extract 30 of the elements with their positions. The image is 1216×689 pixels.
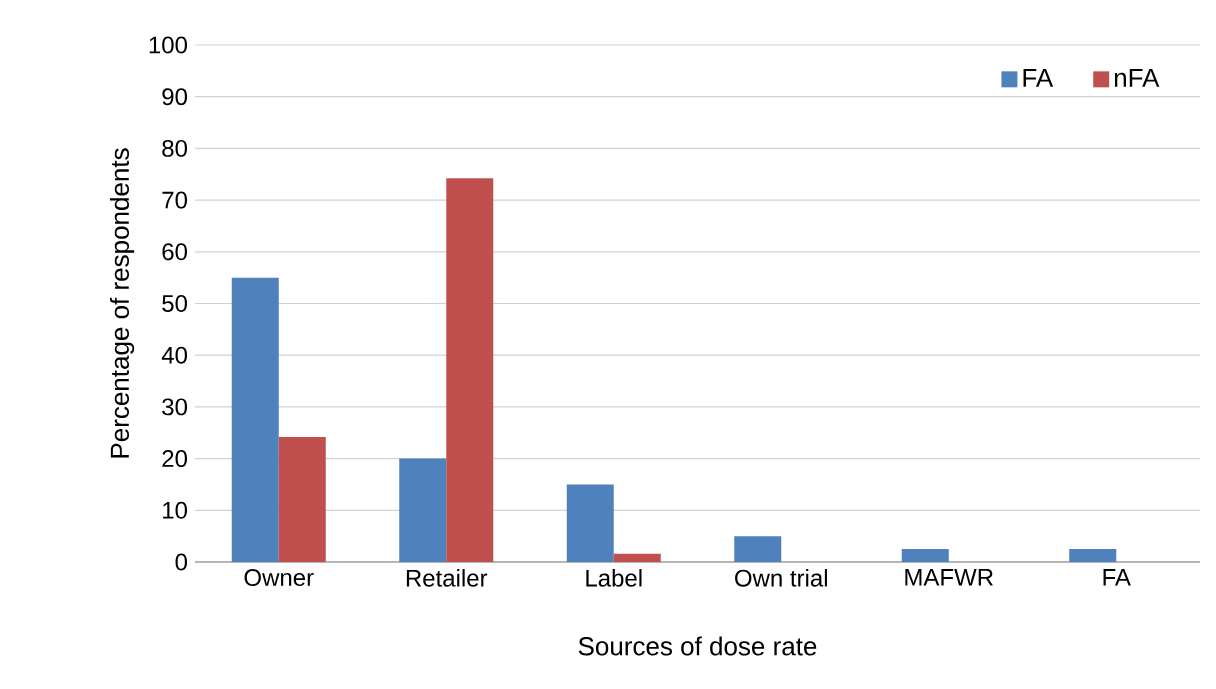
y-tick-label: 20: [162, 450, 188, 468]
bar: [278, 436, 326, 562]
y-axis-title: Percentage of respondents: [109, 148, 135, 458]
bar: [566, 484, 614, 562]
y-tick-label: 90: [162, 88, 188, 106]
bar: [231, 277, 279, 562]
y-tick-label: 30: [162, 398, 188, 416]
legend-label: FA: [1023, 68, 1054, 87]
y-tick-label: 70: [162, 191, 188, 209]
bar: [734, 536, 782, 562]
y-tick-label: 10: [163, 501, 188, 519]
y-tick-label: 60: [162, 243, 188, 261]
x-tick-label: FA: [1103, 569, 1131, 586]
y-tick-label: 50: [162, 295, 188, 312]
y-tick-label: 80: [162, 139, 188, 157]
bar: [399, 458, 447, 562]
y-tick-label: 40: [161, 346, 188, 364]
bar: [901, 549, 949, 562]
y-tick-label: 0: [175, 553, 188, 571]
x-tick-label: MAFWR: [905, 569, 993, 586]
x-tick-label: Label: [586, 569, 642, 587]
legend-label: nFA: [1114, 68, 1160, 87]
x-tick-label: Own trial: [735, 569, 827, 587]
y-tick-label: 100: [149, 36, 188, 54]
x-axis-title: Sources of dose rate: [578, 636, 817, 656]
x-tick-label: Retailer: [406, 569, 488, 587]
bar: [446, 178, 494, 562]
x-tick-label: Owner: [244, 569, 314, 587]
bar: [1069, 549, 1117, 562]
bar: [613, 553, 661, 562]
